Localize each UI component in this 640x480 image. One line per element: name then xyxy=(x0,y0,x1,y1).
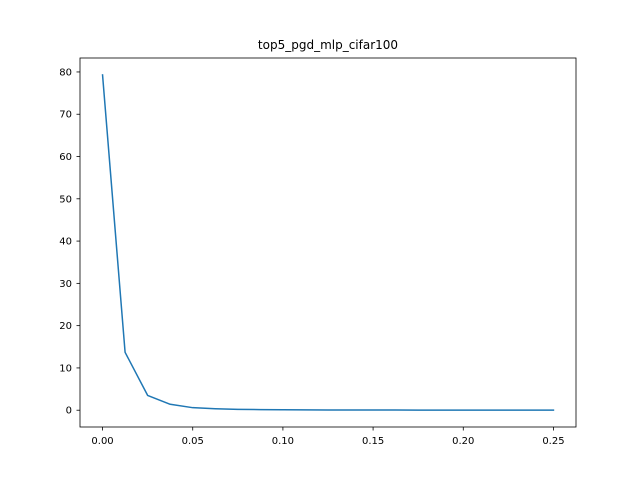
y-tick-label: 10 xyxy=(59,363,72,374)
series-line xyxy=(101,74,555,411)
y-tick-label: 80 xyxy=(59,67,72,78)
chart-title: top5_pgd_mlp_cifar100 xyxy=(258,38,398,52)
x-tick-label: 0.20 xyxy=(452,436,474,447)
x-tick-label: 0.10 xyxy=(272,436,294,447)
plot-area: 0.00 0.05 0.10 0.15 0.20 0.25 0 10 20 30 40 50 60 70 8… xyxy=(59,67,564,447)
y-tick-label: 60 xyxy=(59,152,72,163)
y-tick-label: 0 xyxy=(66,406,72,417)
y-tick-label: 30 xyxy=(59,279,72,290)
x-tick-label: 0.15 xyxy=(362,436,384,447)
x-tick-label: 0.05 xyxy=(182,436,204,447)
y-tick-label: 40 xyxy=(59,237,72,248)
y-tick-label: 50 xyxy=(59,194,72,205)
axes-frame xyxy=(79,57,577,428)
y-tick-label: 20 xyxy=(59,321,72,332)
x-tick-label: 0.00 xyxy=(91,436,113,447)
x-tick-label: 0.25 xyxy=(542,436,564,447)
y-tick-label: 70 xyxy=(59,110,72,121)
